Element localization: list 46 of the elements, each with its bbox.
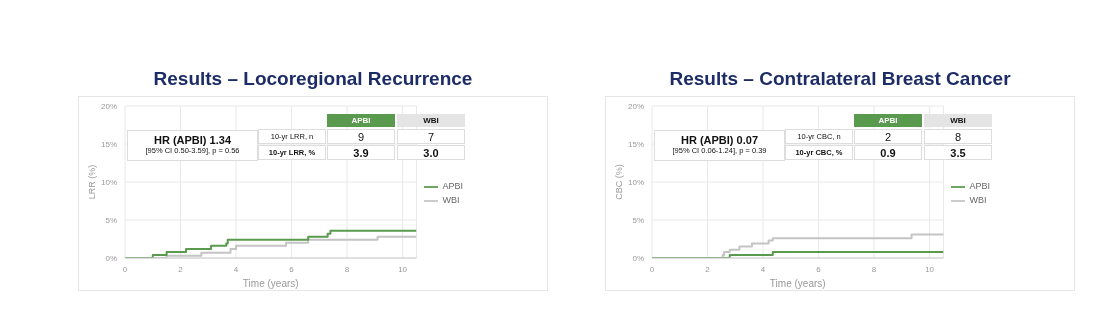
y-tick-label: 10% (627, 177, 644, 187)
y-tick-label: 20% (100, 101, 117, 111)
y-tick-label: 20% (627, 101, 644, 111)
y-tick-label: 10% (100, 177, 117, 187)
annotation: 2 (854, 129, 922, 144)
x-axis-title: Time (years) (769, 278, 826, 289)
x-tick-label: 0 (649, 264, 655, 274)
y-tick-label: 15% (627, 139, 644, 149)
text: WBI (423, 116, 439, 125)
y-tick-label: 5% (105, 215, 117, 225)
x-tick-label: 8 (871, 264, 877, 274)
annotation: HR (APBI) 0.07 (680, 134, 759, 146)
text: 3.5 (950, 146, 966, 159)
x-tick-label: 4 (233, 264, 239, 274)
chart-title: Results – Contralateral Breast Cancer (668, 68, 1012, 90)
annotation: 3.9 (327, 145, 395, 160)
legend-label: WBI (969, 194, 987, 205)
legend-label: APBI (442, 180, 463, 191)
text: WBI (950, 116, 966, 125)
legend-label: APBI (969, 180, 990, 191)
legend-label: WBI (442, 194, 460, 205)
y-tick-label: 0% (632, 253, 644, 263)
x-tick-label: 10 (925, 264, 935, 274)
x-tick-label: 4 (760, 264, 766, 274)
x-tick-label: 10 (398, 264, 408, 274)
x-tick-label: 6 (289, 264, 295, 274)
x-tick-label: 2 (705, 264, 711, 274)
x-tick-label: 2 (178, 264, 184, 274)
text: 8 (954, 130, 962, 143)
annotation: 9 (327, 129, 395, 144)
x-axis-title: Time (years) (242, 278, 299, 289)
annotation: 0.9 (854, 145, 922, 160)
text: 7 (427, 130, 435, 143)
chart-title: Results – Locoregional Recurrence (152, 68, 474, 90)
y-axis-title: LRR (%) (87, 164, 98, 200)
annotation: APBI (854, 114, 922, 127)
annotation: HR (APBI) 1.34 (153, 134, 232, 146)
x-tick-label: 0 (122, 264, 128, 274)
y-tick-label: 15% (100, 139, 117, 149)
y-axis-title: CBC (%) (614, 164, 625, 200)
y-tick-label: 5% (632, 215, 644, 225)
x-tick-label: 8 (344, 264, 350, 274)
y-tick-label: 0% (105, 253, 117, 263)
x-tick-label: 6 (816, 264, 822, 274)
text: 3.0 (423, 146, 439, 159)
annotation: APBI (327, 114, 395, 127)
